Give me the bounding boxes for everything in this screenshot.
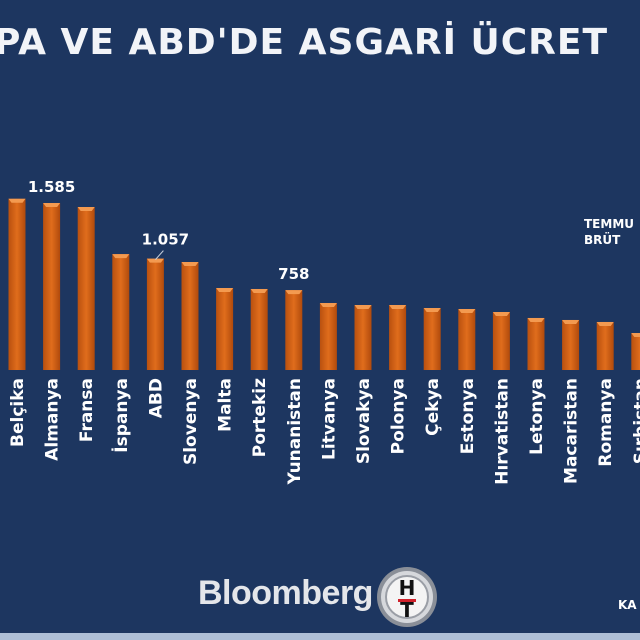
data-label: 1.585 <box>28 178 75 196</box>
bar-cap <box>112 254 130 259</box>
category-label: Almanya <box>43 378 63 461</box>
category-label: Romanya <box>596 378 616 467</box>
bar-İspanya <box>112 254 130 370</box>
bar-Polonya <box>389 304 407 370</box>
ht-logo: H T <box>377 567 437 627</box>
category-label: İspanya <box>110 378 132 453</box>
category-label: Letonya <box>527 378 547 455</box>
category-label: Macaristan <box>562 378 582 484</box>
category-label: Slovakya <box>354 378 374 464</box>
category-label: Litvanya <box>319 378 339 460</box>
bar-Litvanya <box>319 302 337 370</box>
bar-Romanya <box>596 321 614 370</box>
category-label: Polonya <box>389 378 409 454</box>
bar-cap <box>596 321 614 326</box>
category-label: ABD <box>146 378 166 418</box>
leader-line <box>155 250 164 260</box>
bar-Malta <box>216 288 234 370</box>
category-label: Slovenya <box>181 378 201 465</box>
category-label: Malta <box>216 378 236 432</box>
note-line-1: TEMMU <box>584 217 635 231</box>
bar-cap <box>77 207 95 212</box>
bloomberg-logo: Bloomberg <box>198 574 373 612</box>
bar-Almanya <box>43 203 61 370</box>
bar-Çekya <box>423 308 441 370</box>
bar-Slovakya <box>354 304 372 370</box>
data-label: 1.057 <box>142 231 189 249</box>
bar-cap <box>181 262 199 267</box>
note-line-2: BRÜT <box>584 233 621 247</box>
data-label: 758 <box>278 265 309 283</box>
bar-cap <box>562 319 580 324</box>
bar-cap <box>250 288 268 293</box>
bar-Yunanistan <box>285 290 303 370</box>
category-label: Hırvatistan <box>492 378 512 485</box>
logo-t: T <box>400 598 414 622</box>
bar-Portekiz <box>250 288 268 370</box>
category-label: Çekya <box>423 378 443 436</box>
bar-cap <box>492 312 510 317</box>
bar-Letonya <box>527 317 545 370</box>
bar-Macaristan <box>562 319 580 370</box>
bar-cap <box>319 302 337 307</box>
logo-h: H <box>399 576 416 600</box>
bar-cap <box>631 333 640 338</box>
source-text: KA <box>618 598 637 612</box>
bar-Belçika <box>8 198 26 370</box>
bar-cap <box>43 203 61 207</box>
bar-Slovenya <box>181 262 199 370</box>
category-label: Belçika <box>8 378 28 447</box>
bar-Estonya <box>458 308 476 370</box>
bottom-strip <box>0 633 640 640</box>
bar-Fransa <box>77 207 95 370</box>
category-label: Portekiz <box>250 378 270 457</box>
bar-cap <box>216 288 234 293</box>
bar-cap <box>8 198 26 203</box>
bar-ABD <box>146 258 164 370</box>
chart-note: TEMMU BRÜT <box>584 216 634 248</box>
bar-cap <box>146 258 164 263</box>
bar-cap <box>285 290 303 295</box>
category-label: Estonya <box>458 378 478 454</box>
bar-cap <box>458 308 476 313</box>
category-label: Yunanistan <box>285 378 305 486</box>
bar-Hırvatistan <box>492 312 510 370</box>
bar-cap <box>389 304 407 309</box>
bar-cap <box>527 317 545 322</box>
bar-cap <box>423 308 441 313</box>
category-label: Sırbistan <box>631 378 640 464</box>
category-label: Fransa <box>77 378 97 442</box>
bar-Sırbistan <box>631 333 640 370</box>
bar-cap <box>354 304 372 309</box>
chart-title: PA VE ABD'DE ASGARİ ÜCRET <box>0 22 609 63</box>
